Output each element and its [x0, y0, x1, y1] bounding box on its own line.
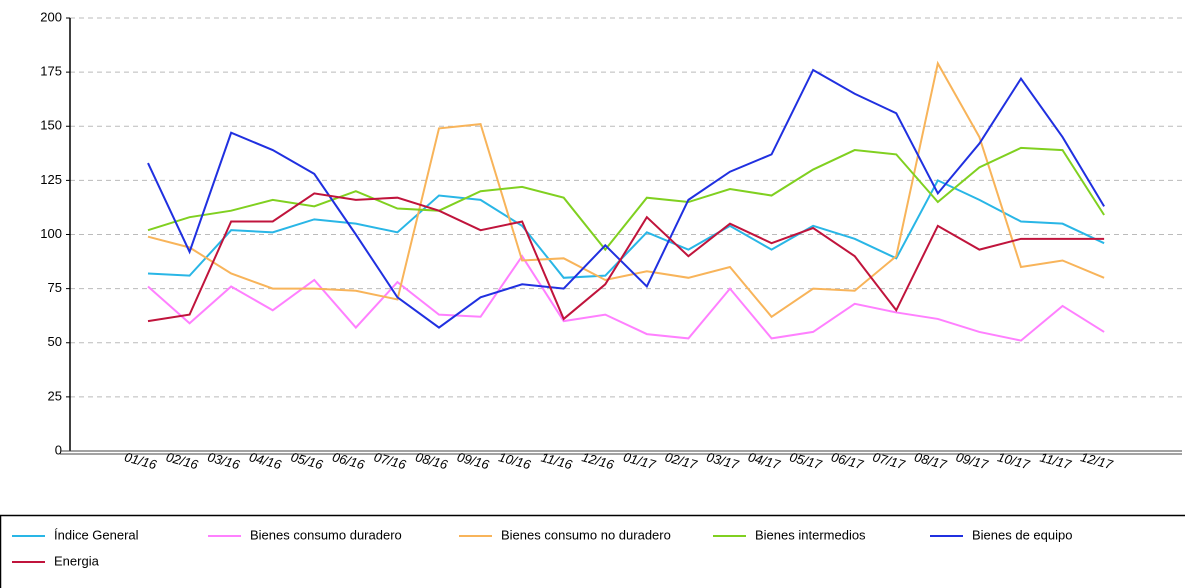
x-tick-label: 12/16 — [580, 449, 616, 472]
y-tick-label: 125 — [40, 172, 62, 187]
y-tick-label: 75 — [48, 280, 62, 295]
x-tick-label: 05/16 — [289, 449, 325, 472]
series-line — [147, 179, 1105, 279]
x-tick-label: 11/17 — [1038, 450, 1073, 473]
series-line — [147, 192, 1105, 323]
x-tick-label: 01/17 — [622, 449, 658, 472]
y-tick-label: 0 — [55, 442, 62, 457]
x-tick-label: 08/17 — [913, 449, 949, 472]
x-tick-label: 11/16 — [540, 450, 575, 473]
x-tick-label: 04/17 — [746, 449, 782, 472]
x-tick-label: 09/16 — [455, 449, 491, 472]
series-line — [147, 254, 1105, 342]
series-line — [147, 146, 1105, 252]
y-tick-label: 200 — [40, 9, 62, 24]
x-tick-label: 01/16 — [123, 449, 159, 472]
legend-label: Bienes intermedios — [755, 527, 866, 542]
legend-label: Bienes de equipo — [972, 527, 1072, 542]
x-tick-label: 12/17 — [1079, 449, 1115, 472]
legend-label: Energia — [54, 553, 100, 568]
x-tick-label: 04/16 — [248, 449, 284, 472]
x-tick-label: 10/17 — [996, 449, 1032, 472]
legend-box — [0, 514, 1185, 588]
y-tick-label: 175 — [40, 64, 62, 79]
x-tick-label: 07/16 — [372, 449, 408, 472]
x-tick-label: 09/17 — [954, 449, 990, 472]
legend-label: Bienes consumo duradero — [250, 527, 402, 542]
x-tick-label: 08/16 — [414, 449, 450, 472]
y-tick-label: 100 — [40, 226, 62, 241]
x-tick-label: 03/16 — [206, 449, 242, 472]
series-line — [147, 60, 1105, 319]
x-tick-label: 02/17 — [663, 449, 699, 472]
x-tick-label: 03/17 — [705, 449, 741, 472]
x-tick-label: 02/16 — [164, 449, 200, 472]
x-tick-label: 05/17 — [788, 449, 824, 472]
x-tick-label: 07/17 — [871, 449, 907, 472]
x-tick-label: 06/17 — [830, 449, 866, 472]
y-tick-label: 25 — [48, 388, 62, 403]
y-tick-label: 50 — [48, 334, 62, 349]
x-tick-label: 06/16 — [331, 449, 367, 472]
legend-label: Índice General — [54, 527, 139, 542]
x-tick-label: 10/16 — [497, 449, 533, 472]
y-tick-label: 150 — [40, 118, 62, 133]
legend-label: Bienes consumo no duradero — [501, 527, 671, 542]
series-line — [147, 68, 1105, 329]
